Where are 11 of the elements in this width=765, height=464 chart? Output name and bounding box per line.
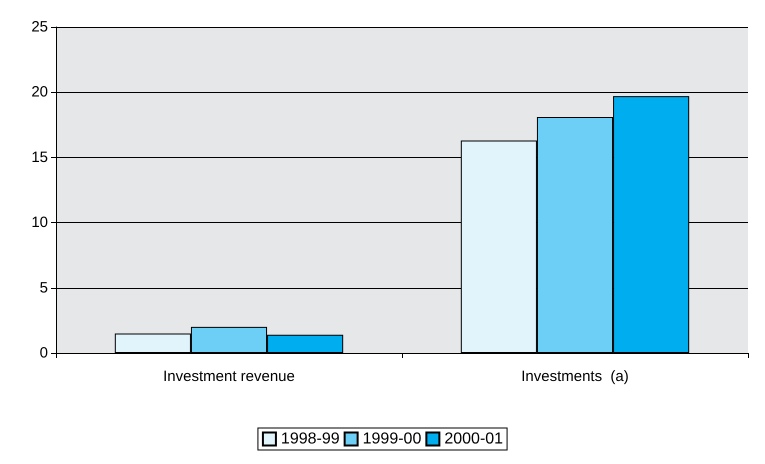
x-tick-label: Investment revenue [163,368,295,385]
y-tick-label: 15 [31,148,48,166]
y-tick-label: 0 [40,344,48,362]
y-tick-label: 20 [31,84,48,101]
y-tick-label: 5 [40,279,48,296]
legend-label: 1999-00 [362,430,422,448]
y-tick-label: 25 [31,18,48,36]
x-tick-label: Investments (a) [521,368,629,385]
y-tick-label: 10 [31,214,48,232]
legend-label: 1998-99 [280,430,340,448]
legend-label: 2000-01 [444,430,504,448]
